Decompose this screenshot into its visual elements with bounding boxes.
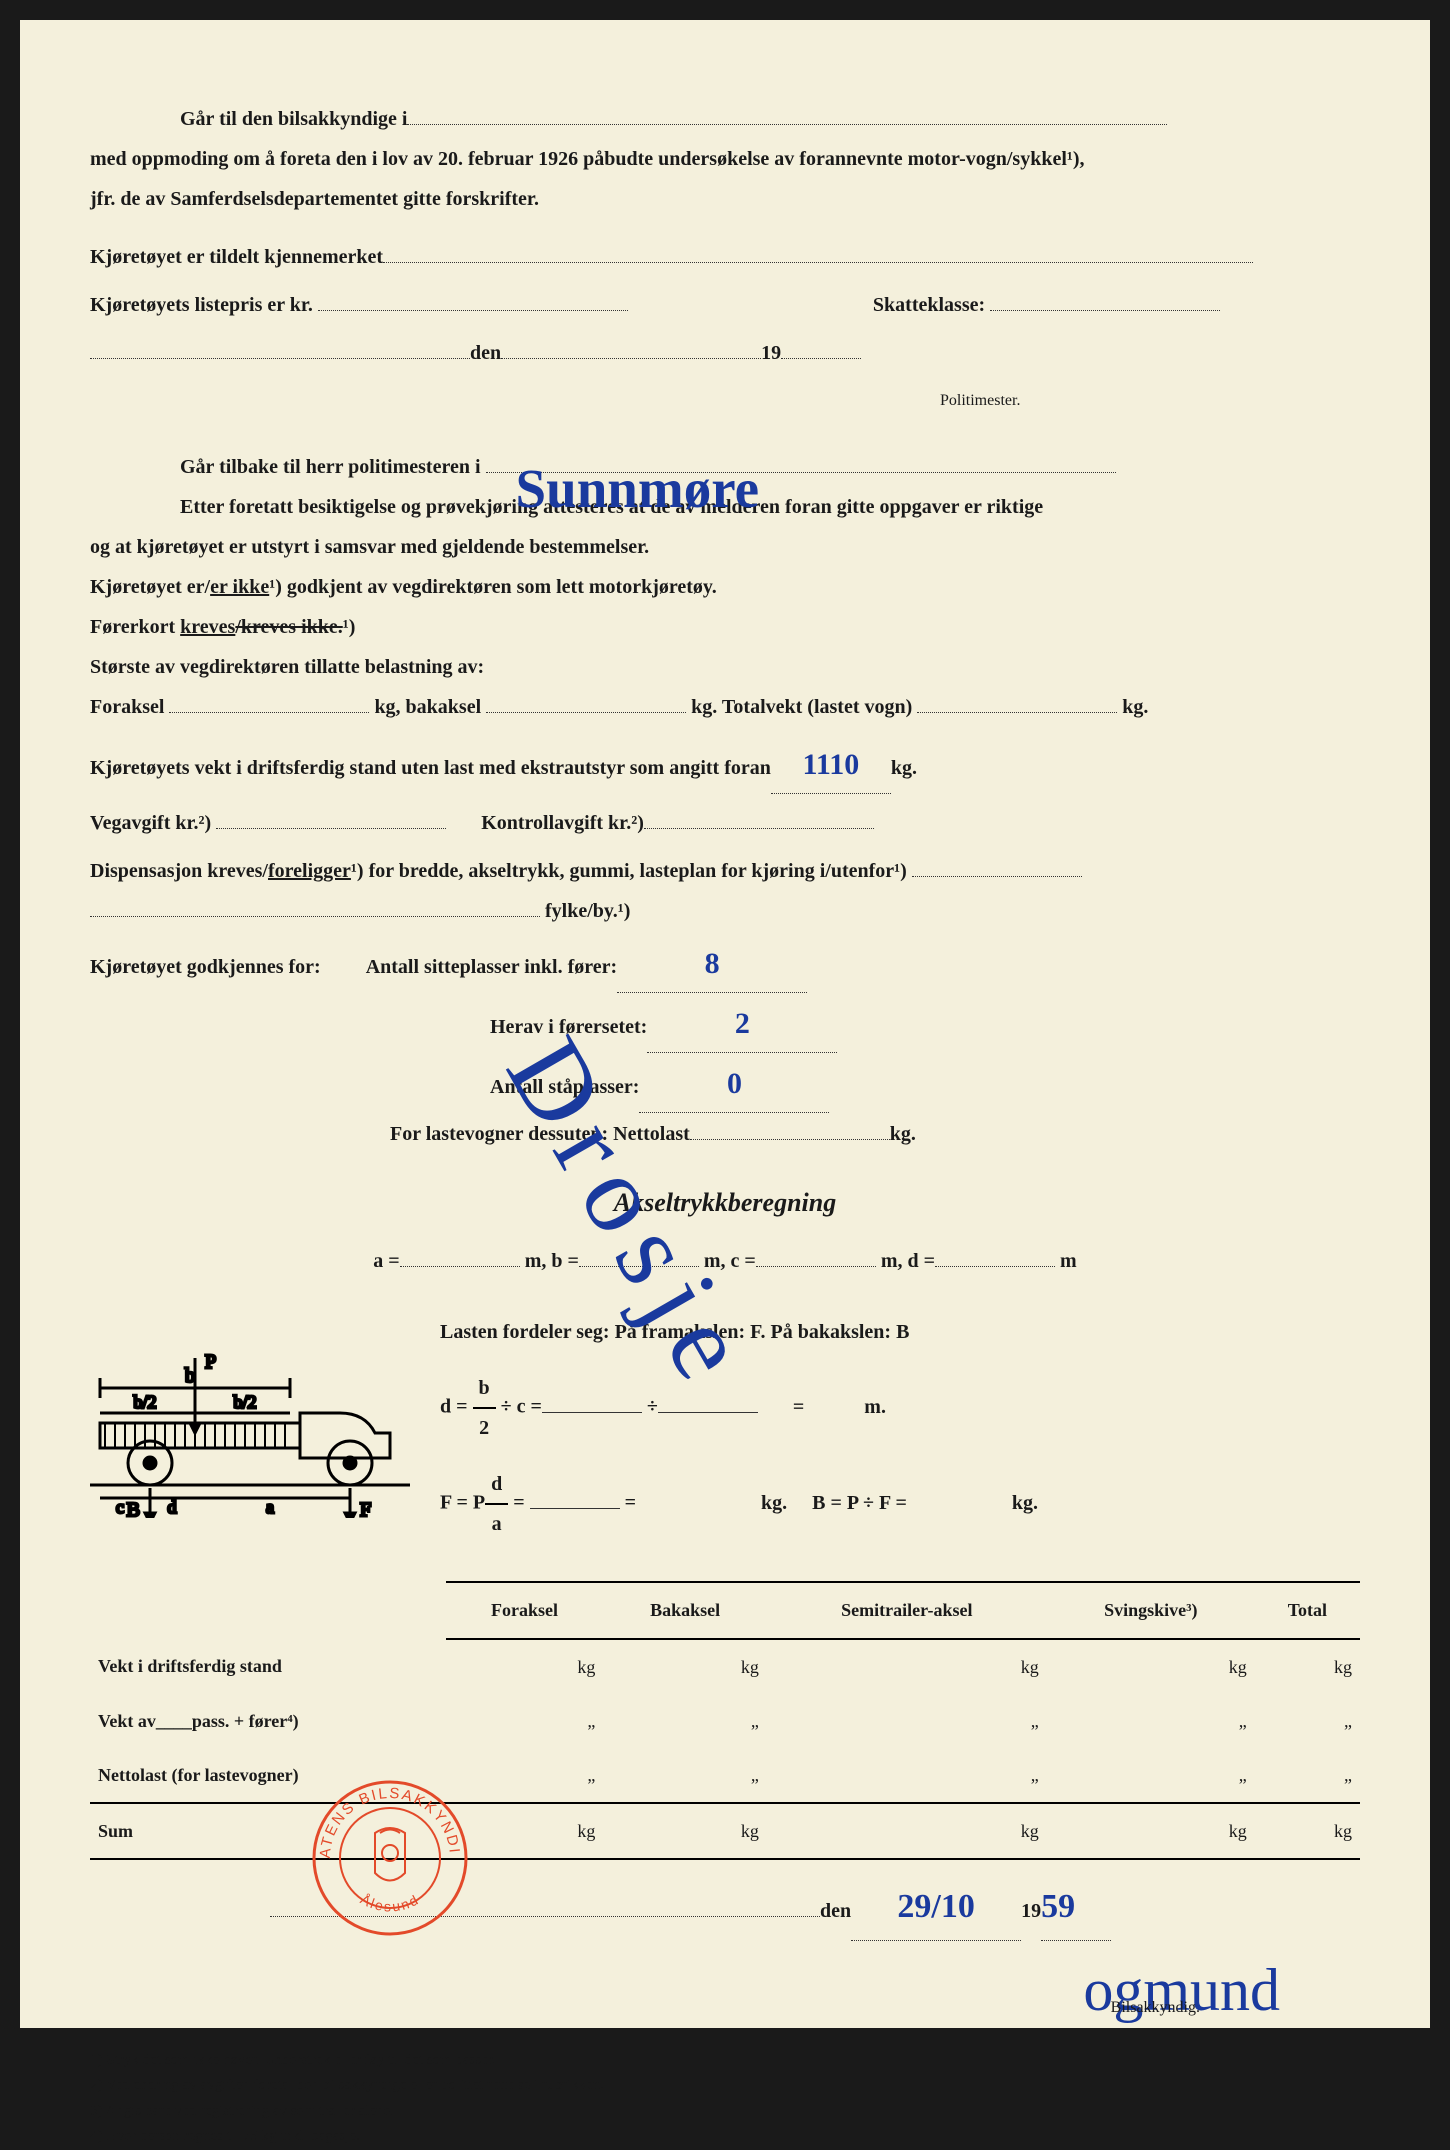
- svg-text:a: a: [266, 1497, 274, 1517]
- section2-line12: Kjøretøyet godkjennes for: Antall sittep…: [90, 935, 1360, 993]
- section2-line8: Kjøretøyets vekt i driftsferdig stand ut…: [90, 736, 1360, 794]
- section2-line2: Etter foretatt besiktigelse og prøvekjør…: [180, 488, 1360, 526]
- section2-line7: Foraksel kg, bakaksel kg. Totalvekt (las…: [90, 688, 1360, 726]
- handwritten-place: Sunnmøre: [516, 437, 760, 542]
- intro-line2: med oppmoding om å foreta den i lov av 2…: [90, 140, 1360, 178]
- intro-line1: Går til den bilsakkyndige i: [180, 100, 1360, 138]
- section2-line6: Største av vegdirektøren tillatte belast…: [90, 648, 1360, 686]
- document-page: Går til den bilsakkyndige i med oppmodin…: [20, 20, 1430, 2028]
- kjennemerke-row: Kjøretøyet er tildelt kjennemerket: [90, 238, 1360, 276]
- svg-text:c: c: [116, 1497, 124, 1517]
- intro-line3: jfr. de av Samferdselsdepartementet gitt…: [90, 180, 1360, 218]
- section2-line11: fylke/by.¹): [90, 892, 1360, 930]
- svg-text:b/2: b/2: [133, 1392, 156, 1412]
- svg-text:P: P: [205, 1351, 216, 1373]
- axle-title: Akseltrykkberegning: [90, 1178, 1360, 1227]
- section2-line4: Kjøretøyet er/er ikke¹) godkjent av vegd…: [90, 568, 1360, 606]
- svg-text:B: B: [127, 1499, 140, 1518]
- svg-text:b/2: b/2: [233, 1392, 256, 1412]
- truck-diagram-icon: b b/2 b/2 P: [90, 1338, 410, 1518]
- section2-line9: Vegavgift kr.²) Kontrollavgift kr.²): [90, 804, 1360, 842]
- footer-date-row: den29/101959: [90, 1875, 1360, 1941]
- section2-line5: Førerkort kreves/kreves ikke.¹): [90, 608, 1360, 646]
- formula-area: Lasten fordeler seg: På framakslen: F. P…: [440, 1295, 1360, 1561]
- footnotes: 1) Stryk det som ikke høver. Understrek …: [90, 2048, 1360, 2150]
- svg-text:F: F: [360, 1499, 371, 1518]
- table-row: Nettolast (for lastevogner) „„„„„: [90, 1748, 1360, 1803]
- footer-signature-area: ogmund Bilsakkyndig.: [90, 1943, 1360, 2003]
- table-row: Vekt av____pass. + fører⁴) „„„„„: [90, 1694, 1360, 1748]
- svg-text:Ålesund: Ålesund: [358, 1891, 422, 1915]
- handwritten-signature: ogmund: [1083, 1933, 1280, 2047]
- section2-line14: Antall ståplasser:0: [90, 1055, 1360, 1113]
- politimester-label: Politimester.: [90, 380, 1360, 418]
- section2-line13: Herav i førersetet:2: [90, 995, 1360, 1053]
- table-header-row: Foraksel Bakaksel Semitrailer-aksel Svin…: [90, 1582, 1360, 1638]
- axle-dims: a = m, b = m, c = m, d = m: [90, 1242, 1360, 1280]
- listepris-row: Kjøretøyets listepris er kr. Skatteklass…: [90, 286, 1360, 324]
- date-row-1: den19: [90, 334, 1360, 372]
- svg-text:d: d: [168, 1497, 177, 1517]
- axle-table: Foraksel Bakaksel Semitrailer-aksel Svin…: [90, 1581, 1360, 1860]
- section2-line15: For lastevogner dessuten: Nettolastkg.: [90, 1115, 1360, 1153]
- official-stamp-icon: STATENS BILSAKKYNDIGE Ålesund: [310, 1778, 470, 1938]
- diagram-area: b b/2 b/2 P: [90, 1295, 1360, 1561]
- section2-line10: Dispensasjon kreves/foreligger¹) for bre…: [90, 852, 1360, 890]
- section2-line1: Går tilbake til herr politimesteren i Su…: [180, 448, 1360, 486]
- table-sum-row: Sum kgkgkgkgkg: [90, 1803, 1360, 1859]
- table-row: Vekt i driftsferdig stand kgkgkgkgkg: [90, 1639, 1360, 1694]
